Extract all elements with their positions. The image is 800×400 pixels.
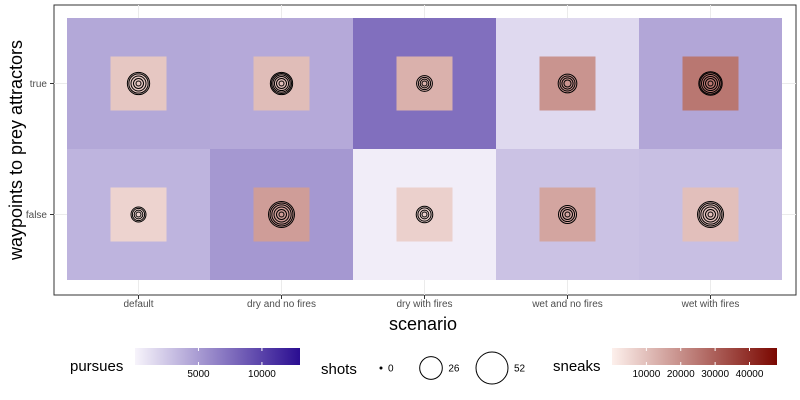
shot-circle <box>276 78 287 89</box>
shot-circle <box>272 74 291 93</box>
legend-sneaks-colorbar <box>612 348 777 365</box>
shot-circle <box>417 207 432 222</box>
tile-sneaks-square <box>253 187 310 242</box>
shot-circle <box>564 211 571 218</box>
y-ticks: true false <box>26 79 54 221</box>
shot-circle <box>135 211 142 218</box>
legend-shots-title: shots <box>321 361 357 378</box>
shot-circle <box>133 209 144 220</box>
tile-sneaks-square <box>110 187 167 242</box>
tile-sneaks-square <box>682 187 739 242</box>
shot-circle <box>563 79 572 88</box>
tile-sneaks-square <box>110 56 167 111</box>
shot-circle <box>419 209 430 220</box>
shot-circle <box>698 202 723 227</box>
legend-pursues-title: pursues <box>70 358 123 375</box>
shot-circle <box>701 74 720 93</box>
legend-shots: shots 0 26 52 <box>321 351 526 385</box>
shot-circle <box>707 80 714 87</box>
shot-circle <box>269 71 294 96</box>
x-tick-label: wet with fires <box>681 299 740 310</box>
shot-circle <box>559 206 576 223</box>
shot-circle <box>416 75 433 92</box>
shot-circle <box>130 75 147 92</box>
tile-sneaks-square <box>539 187 596 242</box>
shot-circle <box>699 72 722 95</box>
colorbar-tick-label: 10000 <box>632 369 660 380</box>
shot-circle <box>707 211 714 218</box>
colorbar-tick-label: 10000 <box>248 369 276 380</box>
x-ticks: default dry and no fires dry with fires wet… <box>123 295 739 310</box>
shot-circle <box>705 78 716 89</box>
shot-circle <box>135 80 142 87</box>
shot-circle <box>417 76 432 91</box>
shot-circle <box>273 206 290 223</box>
shot-circle <box>557 73 578 94</box>
shot-circle <box>131 207 146 222</box>
tile-sneaks-square <box>539 56 596 111</box>
legend-pursues-colorbar <box>135 348 300 365</box>
shot-circle <box>421 211 428 218</box>
shots-key-circle <box>419 356 443 380</box>
shot-circle <box>273 75 290 92</box>
shot-circle <box>419 78 430 89</box>
shots-key-label: 0 <box>388 364 394 375</box>
shot-circle <box>278 211 285 218</box>
shot-circle <box>128 73 149 94</box>
shot-circle <box>271 73 292 94</box>
shots-key-circle <box>379 366 383 370</box>
tile-sneaks-square <box>396 187 453 242</box>
colorbar-tick-label: 40000 <box>736 369 764 380</box>
shot-circle <box>271 204 292 225</box>
colorbar-tick-label: 20000 <box>667 369 695 380</box>
shot-circle <box>415 205 434 224</box>
shot-circle <box>561 77 574 90</box>
x-tick-label: dry and no fires <box>247 299 316 310</box>
y-tick-label: false <box>26 210 48 221</box>
shot-circle <box>559 75 576 92</box>
shot-circle <box>700 204 721 225</box>
shot-circle <box>558 205 577 224</box>
shots-key-circle <box>475 351 509 385</box>
shot-circles <box>126 71 724 228</box>
shot-circle <box>698 71 723 96</box>
tile-sneaks-square <box>682 56 739 111</box>
shot-circle <box>697 201 724 228</box>
shot-circle <box>133 78 144 89</box>
tiles <box>67 18 782 280</box>
legend-sneaks: sneaks 10000 20000 30000 40000 <box>553 348 777 380</box>
shot-circle <box>702 75 719 92</box>
y-axis-title: waypoints to prey attractors <box>6 40 26 261</box>
shot-circle <box>705 209 716 220</box>
shots-key-label: 26 <box>448 364 460 375</box>
legend-pursues: pursues 5000 10000 <box>70 348 300 380</box>
x-tick-label: default <box>123 299 153 310</box>
shot-circle <box>126 71 151 96</box>
shot-circle <box>130 206 147 223</box>
shot-circle <box>276 209 287 220</box>
shot-circle <box>562 209 573 220</box>
legend-sneaks-title: sneaks <box>553 358 601 375</box>
tile-sneaks-square <box>396 56 453 111</box>
tile-sneaks-square <box>253 56 310 111</box>
shot-circle <box>269 202 294 227</box>
shots-key-label: 52 <box>514 364 526 375</box>
shot-circle <box>421 80 428 87</box>
colorbar-tick-label: 5000 <box>187 369 210 380</box>
shot-circle <box>278 80 285 87</box>
shot-circle <box>268 201 295 228</box>
colorbar-tick-label: 30000 <box>701 369 729 380</box>
x-tick-label: dry with fires <box>396 299 452 310</box>
x-tick-label: wet and no fires <box>531 299 603 310</box>
shot-circle <box>702 206 719 223</box>
y-tick-label: true <box>30 79 48 90</box>
x-axis-title: scenario <box>389 314 457 334</box>
